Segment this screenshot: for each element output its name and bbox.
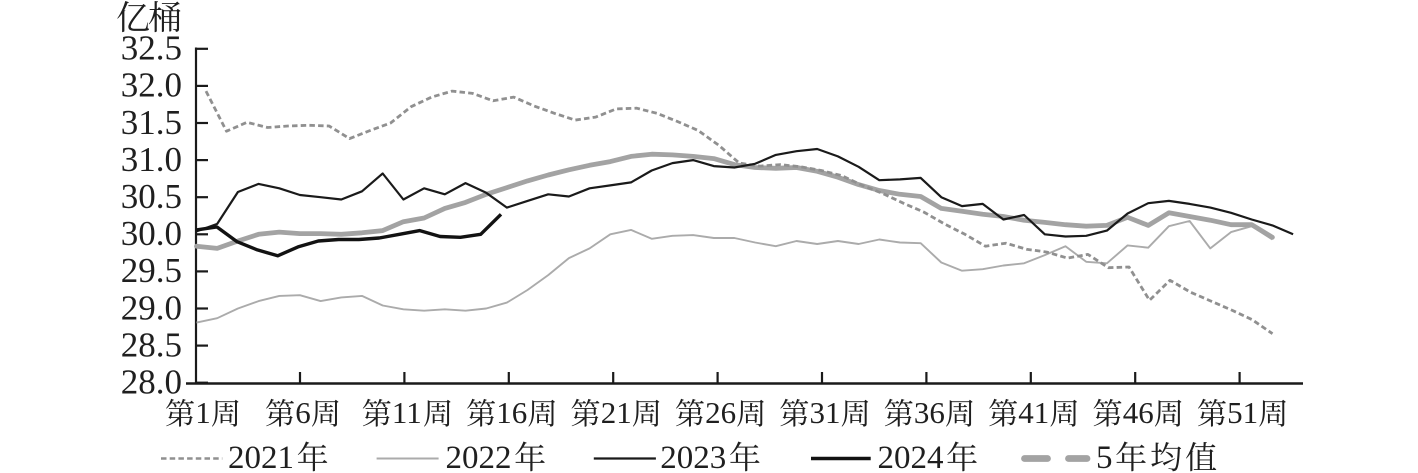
svg-text:31.0: 31.0 [121, 140, 182, 179]
svg-text:1: 1 [195, 395, 211, 430]
svg-text:16: 16 [496, 395, 527, 430]
svg-text:32.5: 32.5 [121, 29, 182, 68]
svg-text:46: 46 [1123, 395, 1154, 430]
svg-text:21: 21 [601, 395, 632, 430]
svg-text:2023: 2023 [660, 440, 726, 473]
svg-text:6: 6 [295, 395, 311, 430]
svg-text:11: 11 [392, 395, 422, 430]
svg-text:31: 31 [810, 395, 841, 430]
svg-text:2022: 2022 [446, 440, 512, 473]
svg-text:29.0: 29.0 [121, 288, 182, 327]
svg-text:2021: 2021 [228, 440, 294, 473]
svg-text:2024: 2024 [878, 440, 944, 473]
svg-text:5: 5 [1096, 440, 1113, 473]
svg-text:29.5: 29.5 [121, 251, 182, 290]
svg-text:31.5: 31.5 [121, 103, 182, 142]
svg-text:36: 36 [914, 395, 945, 430]
svg-text:32.0: 32.0 [121, 66, 182, 105]
svg-text:30.0: 30.0 [121, 214, 182, 253]
svg-text:41: 41 [1018, 395, 1049, 430]
svg-text:26: 26 [705, 395, 736, 430]
svg-text:51: 51 [1227, 395, 1258, 430]
svg-text:30.5: 30.5 [121, 177, 182, 216]
svg-text:28.0: 28.0 [121, 363, 182, 402]
svg-text:28.5: 28.5 [121, 325, 182, 364]
